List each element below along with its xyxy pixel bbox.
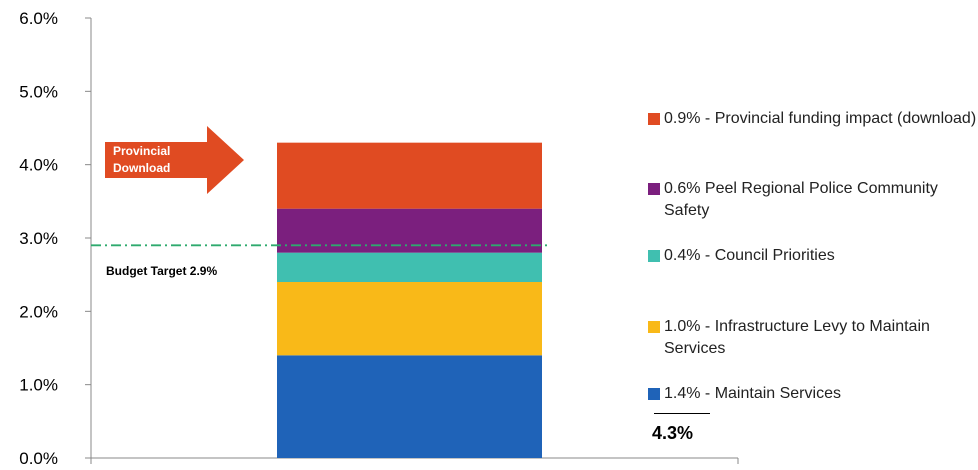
legend-label-council: 0.4% - Council Priorities [664,247,835,264]
legend-item-council: 0.4% - Council Priorities [648,245,978,267]
y-tick-label: 1.0% [19,376,58,395]
y-tick-label: 2.0% [19,302,58,321]
y-tick-label: 3.0% [19,229,58,248]
total-rule [654,413,710,414]
legend-swatch-maintain [648,388,660,400]
legend-item-police: 0.6% Peel Regional Police Community Safe… [648,178,978,222]
y-tick-label: 6.0% [19,9,58,28]
y-tick-label: 4.0% [19,156,58,175]
bar-segment-2 [277,252,542,282]
provincial-download-label: Provincial Download [113,144,171,175]
budget-target-label: Budget Target 2.9% [106,264,218,278]
bar-segment-0 [277,355,542,458]
y-tick-label: 0.0% [19,449,58,468]
total-label: 4.3% [652,423,694,443]
legend-label-police: 0.6% Peel Regional Police Community Safe… [664,180,938,219]
y-tick-label: 5.0% [19,82,58,101]
y-tick-labels: 0.0% 1.0% 2.0% 3.0% 4.0% 5.0% 6.0% [19,9,58,468]
legend: 0.9% - Provincial funding impact (downlo… [648,0,978,470]
provincial-download-arrow [105,126,244,194]
y-ticks [85,17,91,459]
legend-item-infrastructure: 1.0% - Infrastructure Levy to Maintain S… [648,316,978,360]
bar-segments [277,142,542,458]
legend-label-infrastructure: 1.0% - Infrastructure Levy to Maintain S… [664,318,930,357]
bar-segment-1 [277,282,542,356]
legend-swatch-infrastructure [648,321,660,333]
legend-label-provincial: 0.9% - Provincial funding impact (downlo… [664,110,977,127]
legend-item-maintain: 1.4% - Maintain Services [648,383,978,405]
bar-segment-4 [277,142,542,209]
legend-swatch-council [648,250,660,262]
legend-label-maintain: 1.4% - Maintain Services [664,385,841,402]
legend-swatch-provincial [648,113,660,125]
legend-swatch-police [648,183,660,195]
legend-item-provincial: 0.9% - Provincial funding impact (downlo… [648,108,978,130]
